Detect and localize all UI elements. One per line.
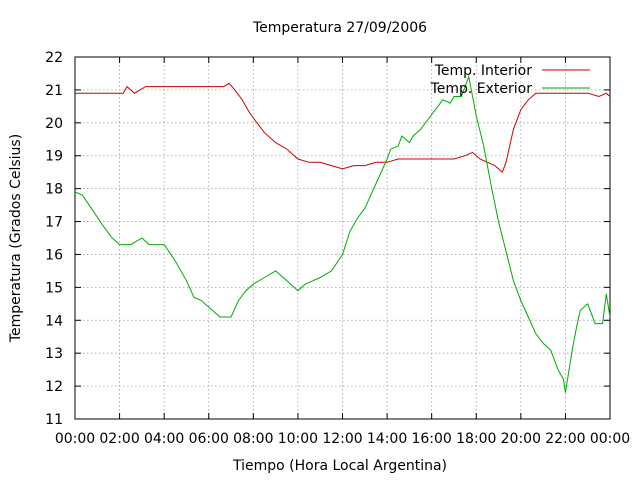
x-tick-label: 12:00: [322, 431, 362, 447]
y-tick-label: 13: [45, 346, 63, 362]
chart-title: Temperatura 27/09/2006: [252, 20, 427, 36]
x-tick-label: 06:00: [189, 431, 229, 447]
x-tick-label: 08:00: [233, 431, 273, 447]
y-tick-label: 16: [45, 247, 63, 263]
y-tick-label: 11: [45, 412, 63, 428]
x-tick-label: 00:00: [590, 431, 630, 447]
legend: Temp. Interior Temp. Exterior: [430, 63, 590, 97]
x-tick-label: 02:00: [99, 431, 139, 447]
y-tick-label: 14: [45, 313, 63, 329]
y-tick-label: 18: [45, 182, 63, 198]
x-tick-label: 10:00: [278, 431, 318, 447]
series-lines: [74, 74, 611, 393]
x-tick-label: 16:00: [411, 431, 451, 447]
legend-label-interior: Temp. Interior: [434, 63, 533, 79]
x-tick-label: 20:00: [501, 431, 541, 447]
y-tick-label: 19: [45, 149, 63, 165]
y-tick-label: 21: [45, 83, 63, 99]
series-line-exterior: [74, 74, 611, 393]
y-tick-label: 20: [45, 116, 63, 132]
x-tick-label: 22:00: [545, 431, 585, 447]
y-tick-label: 12: [45, 379, 63, 395]
x-tick-label: 04:00: [144, 431, 184, 447]
y-tick-label: 22: [45, 50, 63, 66]
legend-label-exterior: Temp. Exterior: [430, 81, 533, 97]
y-tick-label: 17: [45, 215, 63, 231]
axis-ticks: 00:00 02:00 04:00 06:00 08:00 10:00 12:00 14:00…: [45, 50, 630, 447]
x-tick-label: 00:00: [55, 431, 95, 447]
x-tick-label: 18:00: [456, 431, 496, 447]
series-line-interior: [75, 82, 611, 174]
y-axis-label: Temperatura (Grados Celsius): [8, 134, 24, 343]
x-tick-label: 14:00: [367, 431, 407, 447]
y-tick-label: 15: [45, 280, 63, 296]
grid: [75, 57, 610, 419]
x-axis-label: Tiempo (Hora Local Argentina): [232, 458, 447, 474]
